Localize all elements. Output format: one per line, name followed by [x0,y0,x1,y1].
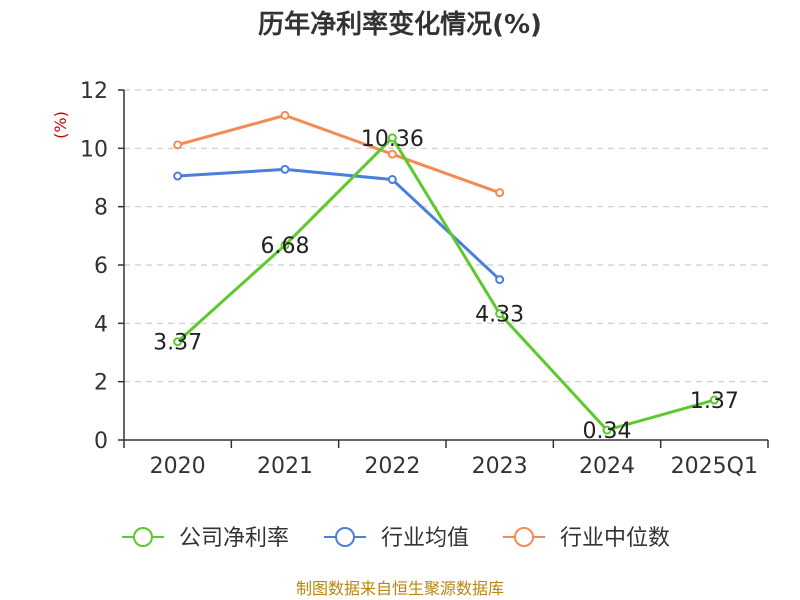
legend-swatch-marker [514,527,534,547]
x-tick-label: 2023 [472,454,528,479]
y-tick-label: 8 [94,196,108,221]
legend-swatch-marker [335,527,355,547]
data-label: 3.37 [153,331,202,356]
data-point [173,140,183,150]
data-point [387,149,397,159]
x-tick-label: 2021 [257,454,313,479]
legend-item: 行业均值 [324,526,469,551]
legend-item: 公司净利率 [122,526,289,551]
data-label: 10.36 [361,127,424,152]
data-label: 6.68 [261,234,310,259]
y-tick-label: 4 [94,312,108,337]
x-tick-label: 2022 [364,454,420,479]
data-point [495,188,505,198]
data-point [387,175,397,185]
gridlines [124,89,768,383]
source-note: 制图数据来自恒生聚源数据库 [296,579,504,598]
y-tick-label: 6 [94,254,108,279]
legend: 公司净利率 行业均值 行业中位数 [122,526,670,551]
data-point [602,425,612,435]
x-tick-label: 2025Q1 [671,454,758,479]
data-point [495,309,505,319]
series-line [177,167,501,281]
y-tick-label: 10 [80,137,108,162]
y-tick-label: 0 [94,429,108,454]
data-point [387,133,397,143]
x-tick-label: 2020 [150,454,206,479]
data-point [280,110,290,120]
axes: 0 2 4 6 8 10 12 2020 2021 2022 2023 2024 2025Q1 [80,79,769,479]
data-point [495,275,505,285]
chart-title: 历年净利率变化情况(%) [258,9,542,40]
data-labels: 3.37 6.68 10.36 4.33 0.34 1.37 [153,127,739,444]
data-point [280,164,290,174]
legend-label: 行业中位数 [560,526,670,551]
series-line [176,136,715,432]
data-point [173,337,183,347]
data-point [280,240,290,250]
x-tick-label: 2024 [579,454,635,479]
series-lines [173,110,719,435]
y-tick-label: 2 [94,371,108,396]
data-point [709,395,719,405]
y-tick-label: 12 [80,79,108,104]
data-label: 4.33 [475,303,524,328]
legend-swatch-marker [133,527,153,547]
series-line [177,113,501,195]
data-point [173,171,183,181]
legend-label: 行业均值 [381,526,469,551]
y-axis-unit: (%) [51,111,70,139]
legend-item: 行业中位数 [503,526,670,551]
data-label: 1.37 [690,389,739,414]
data-label: 0.34 [583,419,632,444]
legend-label: 公司净利率 [179,526,289,551]
